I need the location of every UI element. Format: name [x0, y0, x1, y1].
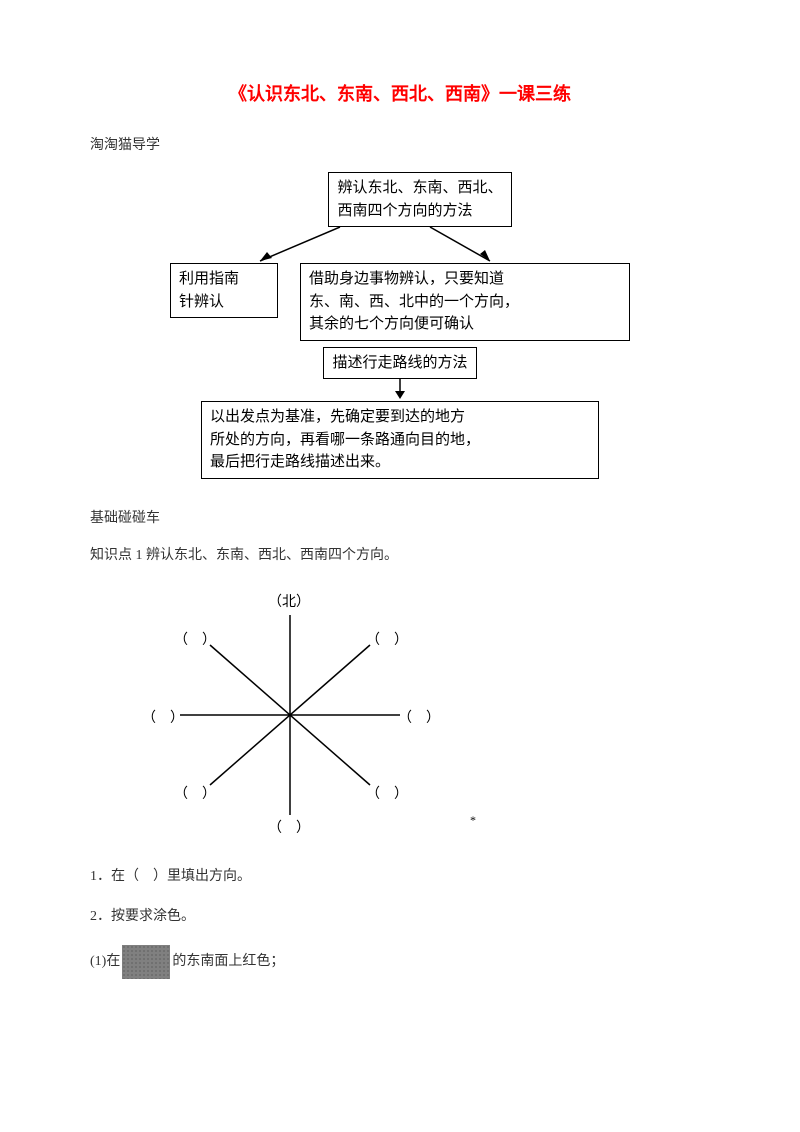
- question-1: 1．在（ ）里填出方向。: [90, 865, 710, 885]
- flow-box-top-l1: 辨认东北、东南、西北、 西南四个方向的方法: [337, 180, 502, 219]
- compass-label-sw: （ ）: [174, 783, 216, 803]
- flow-box-bottom-text: 以出发点为基准，先确定要到达的地方 所处的方向，再看哪一条路通向目的地， 最后把…: [210, 409, 480, 470]
- compass-label-ne: （ ）: [366, 629, 408, 649]
- flow-box-right: 借助身边事物辨认，只要知道 东、南、西、北中的一个方向， 其余的七个方向便可确认: [300, 263, 630, 341]
- compass-asterisk: *: [470, 813, 476, 828]
- flow-box-mid-text: 描述行走路线的方法: [332, 355, 467, 371]
- flow-box-right-text: 借助身边事物辨认，只要知道 东、南、西、北中的一个方向， 其余的七个方向便可确认: [309, 271, 519, 332]
- question-2: 2．按要求涂色。: [90, 905, 710, 925]
- flow-box-mid: 描述行走路线的方法: [323, 347, 476, 380]
- page-title: 《认识东北、东南、西北、西南》一课三练: [90, 80, 710, 106]
- flow-box-top: 辨认东北、东南、西北、 西南四个方向的方法: [328, 172, 511, 227]
- q2-1-prefix: (1)在: [90, 954, 120, 969]
- compass-label-nw: （ ）: [174, 629, 216, 649]
- knowledge-point-1: 知识点 1 辨认东北、东南、西北、西南四个方向。: [90, 545, 710, 567]
- gray-square-icon: [122, 945, 170, 979]
- page: 《认识东北、东南、西北、西南》一课三练 淘淘猫导学 辨认东北、东南、西北、 西南…: [0, 0, 800, 1039]
- section-2-label: 基础碰碰车: [90, 507, 710, 527]
- section-1-label: 淘淘猫导学: [90, 134, 710, 154]
- flow-arrows-split: [170, 227, 630, 263]
- question-2-1: (1)在 的东南面上红色；: [90, 945, 710, 979]
- compass-diagram: （北） （ ） （ ） （ ） （ ） （ ） （ ） （ ） *: [130, 585, 450, 845]
- q2-1-suffix: 的东南面上红色；: [172, 954, 284, 969]
- flow-arrow-down: [170, 379, 630, 401]
- flow-box-left: 利用指南 针辨认: [170, 263, 278, 318]
- compass-label-e: （ ）: [398, 707, 440, 727]
- flow-box-bottom: 以出发点为基准，先确定要到达的地方 所处的方向，再看哪一条路通向目的地， 最后把…: [201, 401, 599, 479]
- compass-label-s: （ ）: [268, 817, 310, 837]
- compass-label-n: （北）: [268, 591, 310, 611]
- flowchart: 辨认东北、东南、西北、 西南四个方向的方法 利用指南 针辨认 借助身边事物辨认，…: [170, 172, 630, 479]
- compass-label-w: （ ）: [142, 707, 184, 727]
- compass-label-se: （ ）: [366, 783, 408, 803]
- flow-box-left-text: 利用指南 针辨认: [179, 271, 239, 310]
